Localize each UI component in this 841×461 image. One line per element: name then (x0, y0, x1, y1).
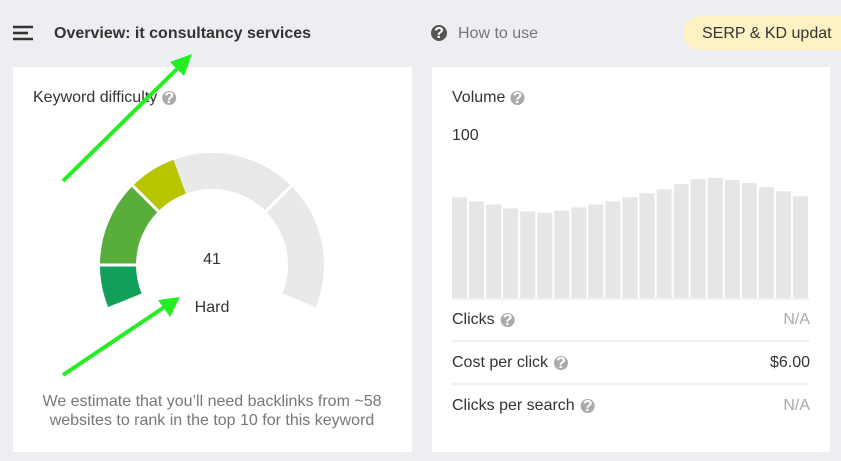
metrics: Clicks? N/A Cost per click? $6.00 Clicks per… (452, 298, 810, 415)
card-kd (13, 67, 412, 452)
help-icon[interactable] (580, 399, 595, 413)
gauge-fill (100, 265, 142, 307)
kd-note-line: We estimate that you’ll need backlinks f… (43, 393, 382, 410)
trend-bar (486, 204, 502, 298)
trend-bar (503, 208, 519, 298)
kd-rating: Hard (195, 299, 230, 316)
metric-value: N/A (783, 397, 810, 414)
trend-bar (469, 201, 485, 298)
trend-bar (554, 210, 570, 298)
trend-bar (741, 183, 757, 298)
gauge-fill (100, 185, 159, 265)
metric-label: Clicks per search (452, 397, 575, 414)
help-icon-glyph: ? (503, 312, 513, 329)
gauge-divider (263, 184, 293, 214)
trend-bar (520, 211, 536, 298)
kd-label: Keyword difficulty (33, 89, 157, 106)
trend-bar (452, 197, 468, 298)
annotation-arrows (61, 54, 192, 377)
metric-value: N/A (783, 311, 810, 328)
kd-score: 41 (203, 251, 221, 268)
metric-label: Clicks (452, 311, 495, 328)
trend-bar (588, 204, 604, 298)
volume-trend (452, 178, 808, 298)
trend-bar (724, 180, 740, 298)
trend-bar (792, 196, 808, 298)
trend-bar (775, 191, 791, 298)
page-title: Overview: it consultancy services (54, 25, 311, 42)
gauge-divider (131, 184, 161, 214)
trend-bar (673, 184, 689, 298)
trend-bar (707, 178, 723, 298)
help-icon[interactable] (554, 356, 569, 370)
gauge (99, 153, 325, 307)
trend-bar (605, 201, 621, 298)
trend-bar (622, 197, 638, 298)
trend-bar (690, 179, 706, 298)
trend-bar (537, 212, 553, 298)
help-icon[interactable] (431, 25, 447, 41)
trend-bar (656, 189, 672, 298)
volume-label: Volume (452, 89, 505, 106)
help-icon-glyph: ? (164, 90, 174, 107)
help-icon-glyph: ? (434, 25, 444, 42)
kd-note-line: websites to rank in the top 10 for this … (49, 412, 375, 429)
help-icon-glyph: ? (583, 398, 593, 415)
help-icon[interactable] (500, 313, 515, 327)
menu-icon[interactable] (13, 25, 33, 41)
badge-text: SERP & KD updat (702, 25, 832, 42)
help-icon-glyph: ? (556, 355, 566, 372)
trend-bar (639, 193, 655, 298)
metric-value: $6.00 (770, 354, 810, 371)
help-link[interactable]: How to use (458, 25, 538, 42)
help-icon-glyph: ? (513, 90, 523, 107)
metric-label: Cost per click (452, 354, 549, 371)
badge[interactable] (683, 16, 841, 50)
help-icon[interactable] (510, 91, 525, 105)
trend-bar (758, 187, 774, 298)
help-icon[interactable] (162, 91, 177, 105)
trend-bar (571, 207, 587, 298)
volume-value: 100 (452, 127, 479, 144)
